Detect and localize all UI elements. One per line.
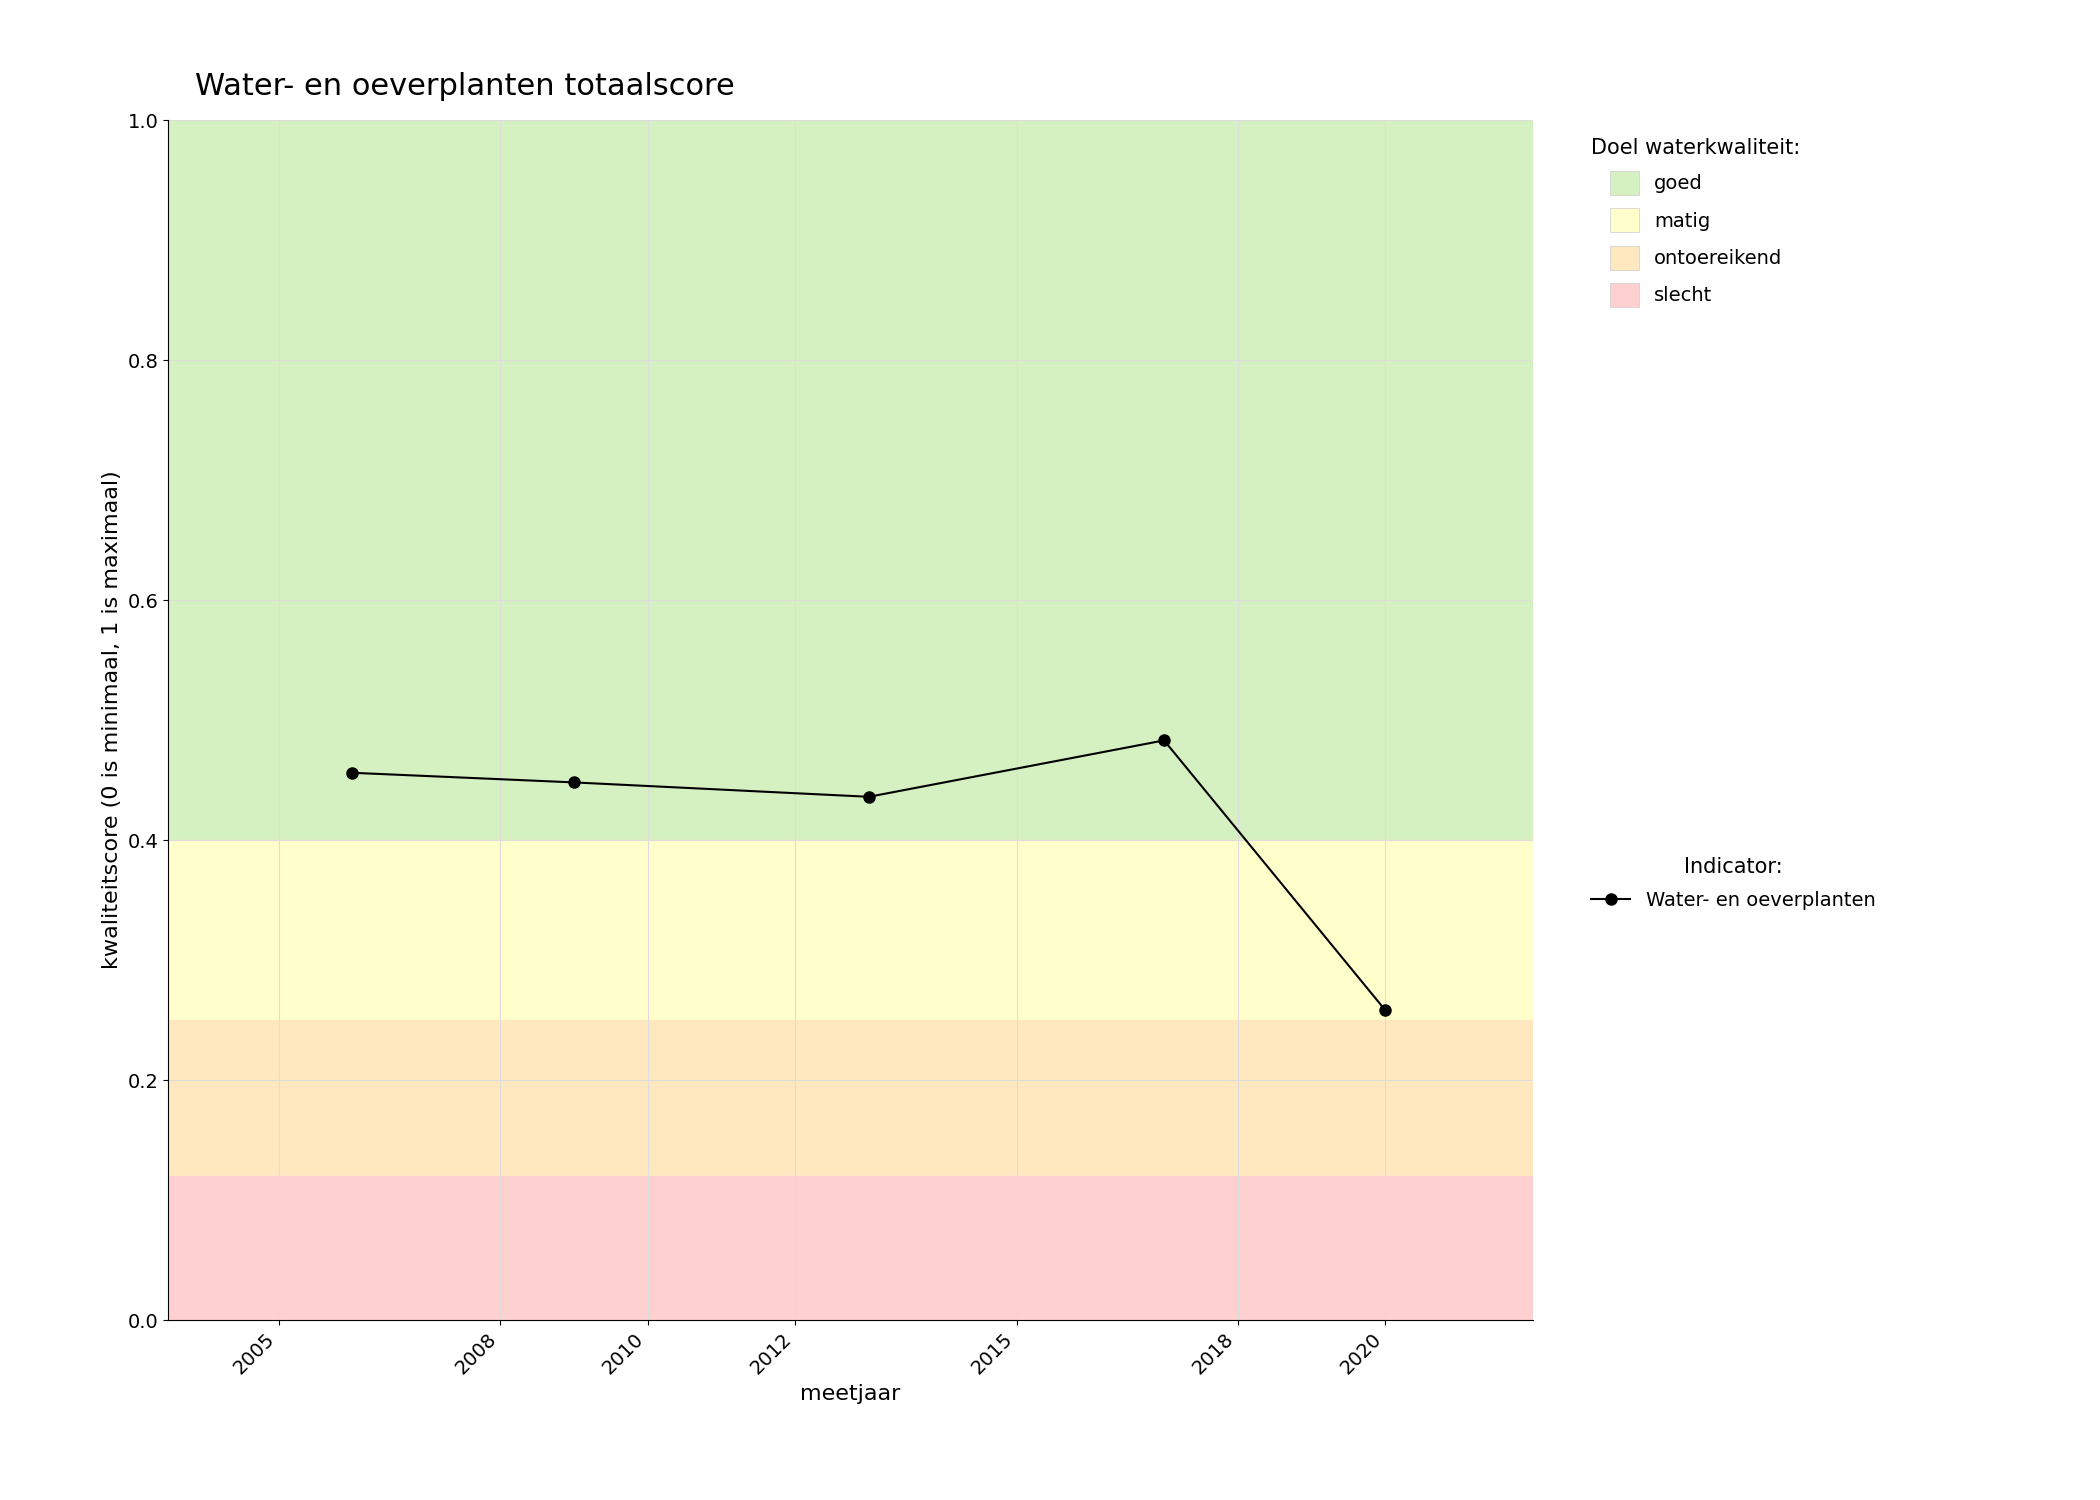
Bar — [168, 120, 1533, 840]
Y-axis label: kwaliteitscore (0 is minimaal, 1 is maximaal): kwaliteitscore (0 is minimaal, 1 is maxi… — [101, 471, 122, 969]
Bar — [168, 1020, 1533, 1176]
Bar — [168, 840, 1533, 1020]
Text: Water- en oeverplanten totaalscore: Water- en oeverplanten totaalscore — [195, 72, 735, 100]
Bar — [168, 1176, 1533, 1320]
X-axis label: meetjaar: meetjaar — [800, 1383, 901, 1404]
Legend: Water- en oeverplanten: Water- en oeverplanten — [1583, 849, 1884, 918]
